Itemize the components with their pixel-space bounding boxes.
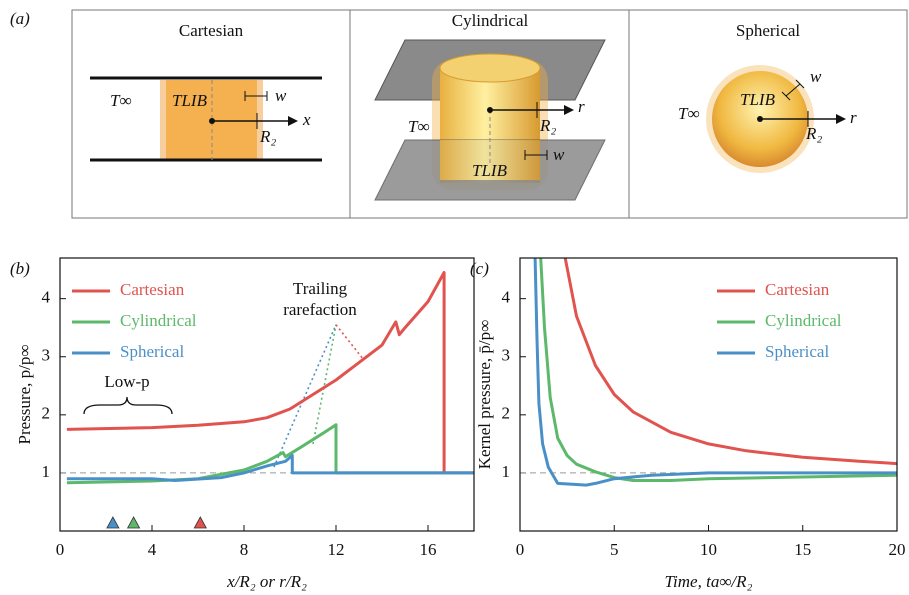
label: x	[302, 110, 311, 129]
x-tick-label: 20	[889, 540, 906, 559]
y-tick-label: 3	[502, 346, 511, 365]
plot-frame	[519, 257, 898, 532]
annotation: Trailing	[293, 279, 348, 298]
label: w	[810, 67, 822, 86]
diagram-title: Cartesian	[179, 21, 244, 40]
x-axis-label: x/R₂ or r/R₂	[226, 572, 307, 591]
marker	[126, 516, 141, 529]
y-axis-label: Kernel pressure, p̄/p∞	[475, 320, 494, 470]
label: R₂	[259, 127, 276, 146]
label: w	[553, 145, 565, 164]
spherical-diagram: Spherical T∞ TLIB w r R₂	[678, 21, 857, 173]
y-tick-label: 1	[42, 462, 51, 481]
label: T∞	[408, 117, 430, 136]
x-tick-label: 15	[794, 540, 811, 559]
label: TLIB	[472, 161, 508, 180]
annotation: rarefaction	[283, 300, 357, 319]
panel-label: (b)	[10, 259, 30, 278]
panel-label: (c)	[470, 259, 489, 278]
y-tick-label: 3	[42, 346, 51, 365]
x-tick-label: 4	[148, 540, 157, 559]
label: TLIB	[172, 91, 208, 110]
legend-label: Cylindrical	[765, 311, 842, 330]
legend-label: Cartesian	[765, 280, 830, 299]
data-line	[66, 454, 474, 482]
y-axis-label: Pressure, p/p∞	[15, 345, 34, 445]
diagram-title: Cylindrical	[452, 11, 529, 30]
arrowhead	[564, 105, 574, 115]
data-line	[539, 258, 897, 482]
x-axis-label: Time, ta∞/R₂	[665, 572, 753, 591]
label: r	[850, 108, 857, 127]
label: T∞	[678, 104, 700, 123]
legend-label: Cylindrical	[120, 311, 197, 330]
x-tick-label: 5	[610, 540, 619, 559]
legend-label: Cartesian	[120, 280, 185, 299]
plot-frame	[59, 257, 475, 532]
arrowhead	[836, 114, 846, 124]
x-tick-label: 16	[420, 540, 437, 559]
panel-label: (a)	[10, 9, 30, 28]
y-tick-label: 4	[42, 288, 51, 307]
y-tick-label: 2	[502, 404, 511, 423]
x-tick-label: 12	[328, 540, 345, 559]
marker	[106, 516, 120, 529]
arrowhead	[288, 116, 298, 126]
cartesian-diagram: Cartesian T∞ TLIB w x R₂	[90, 21, 322, 162]
cylindrical-diagram: Cylindrical T∞ TLIB w r R₂	[374, 11, 606, 201]
cylinder-top	[439, 53, 541, 83]
legend-label: Spherical	[120, 342, 184, 361]
x-tick-label: 0	[516, 540, 525, 559]
data-line	[66, 271, 474, 475]
guide-line	[335, 324, 365, 361]
diagram-frame	[71, 9, 908, 219]
w-bar	[781, 79, 805, 101]
guide-line	[312, 324, 337, 445]
diagram-title: Spherical	[736, 21, 800, 40]
x-tick-label: 8	[240, 540, 249, 559]
y-tick-label: 1	[502, 462, 511, 481]
label: w	[275, 86, 287, 105]
data-line	[533, 258, 897, 487]
brace	[83, 396, 173, 415]
w-bar	[524, 150, 548, 160]
label: r	[578, 97, 585, 116]
label: R₂	[539, 116, 556, 135]
x-tick-label: 0	[56, 540, 65, 559]
label: T∞	[110, 91, 132, 110]
annotation: Low-p	[104, 372, 149, 391]
marker	[193, 516, 207, 529]
label: R₂	[805, 124, 822, 143]
label: TLIB	[740, 90, 776, 109]
w-bar	[244, 91, 268, 101]
legend-label: Spherical	[765, 342, 829, 361]
data-line	[563, 258, 897, 466]
y-tick-label: 4	[502, 288, 511, 307]
guide-line	[273, 324, 337, 468]
x-tick-label: 10	[700, 540, 717, 559]
y-tick-label: 2	[42, 404, 51, 423]
